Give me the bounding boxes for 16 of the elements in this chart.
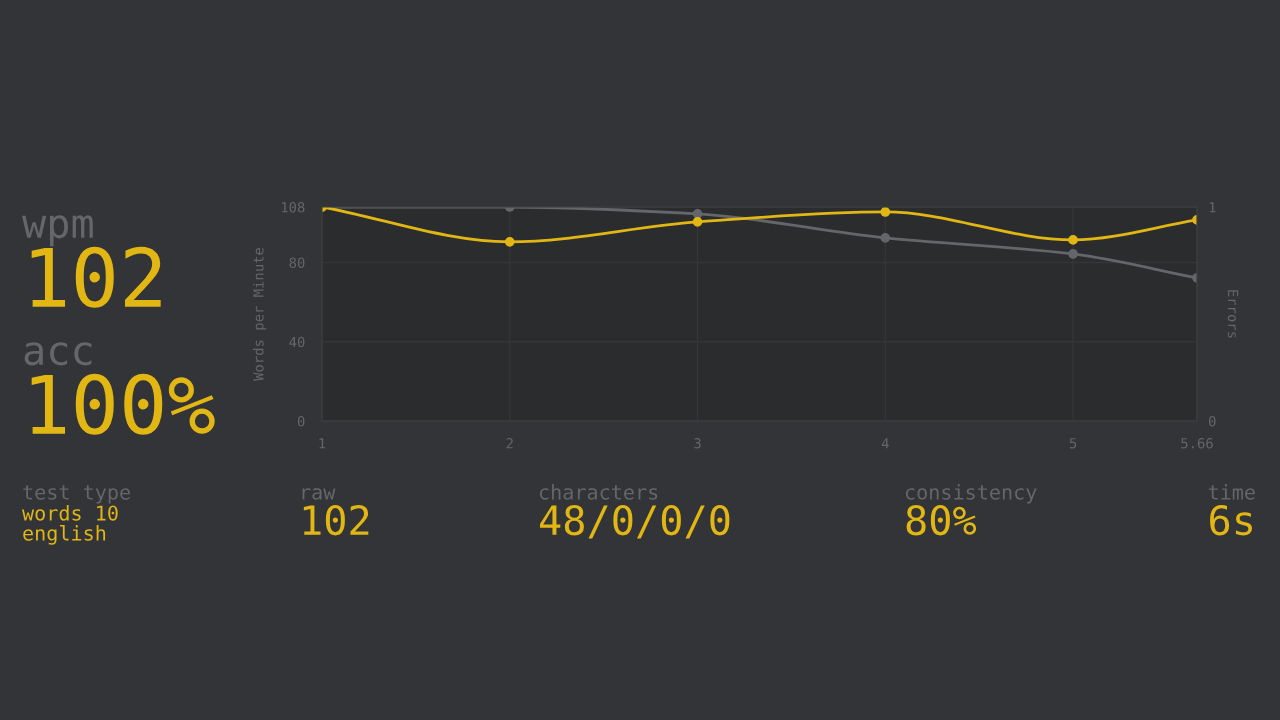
text: 48/0/0/0	[540, 504, 730, 539]
text: wpm	[22, 215, 93, 247]
point	[880, 207, 891, 217]
text: english	[23, 525, 106, 545]
text: 100%	[31, 373, 215, 435]
text: 102	[31, 246, 161, 308]
point	[692, 209, 703, 219]
point	[880, 233, 891, 243]
point	[1068, 235, 1078, 245]
point	[1068, 249, 1078, 259]
point	[504, 237, 515, 247]
text: 80%	[906, 504, 977, 536]
text: words 10	[22, 505, 118, 521]
text: 102	[303, 504, 369, 536]
text: 6s	[1210, 504, 1253, 536]
point	[692, 216, 703, 227]
